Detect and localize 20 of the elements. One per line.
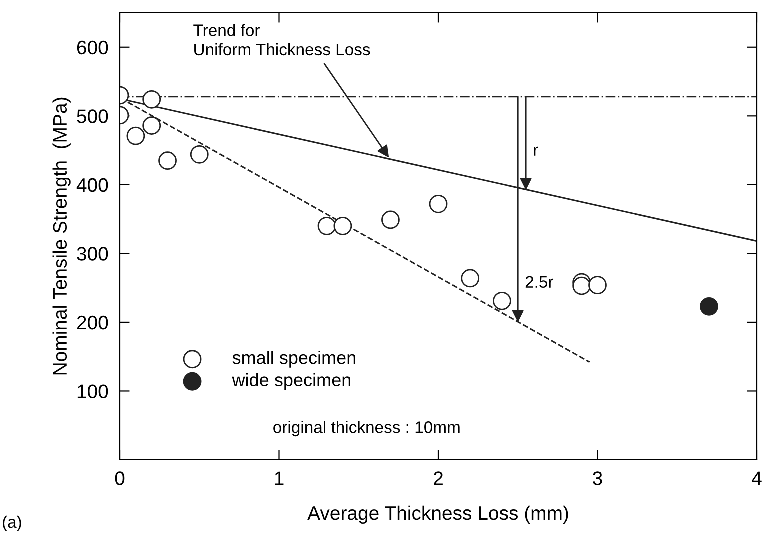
y-tick-label: 500 xyxy=(77,110,108,124)
x-tick-label: 2 xyxy=(434,472,443,486)
x-axis-title: Average Thickness Loss (mm) xyxy=(308,506,568,524)
text: (a) xyxy=(3,516,22,532)
annotation: 2.5r xyxy=(526,276,554,288)
y-tick-label: 600 xyxy=(77,40,108,55)
x-tick-label: 3 xyxy=(593,472,602,486)
y-tick-label: 200 xyxy=(77,316,108,330)
x-tick-label: 1 xyxy=(275,472,284,486)
y-tick-label: 400 xyxy=(76,178,108,192)
legend-label: small specimen xyxy=(232,351,356,368)
x-tick-label: 0 xyxy=(115,472,125,486)
annotation: Trend for Uniform Thickness Loss xyxy=(194,24,370,56)
annotation: original thickness : 10mm xyxy=(274,421,460,437)
y-tick-label: 300 xyxy=(77,247,108,261)
annotation: r xyxy=(534,146,538,156)
x-tick-label: 4 xyxy=(752,472,762,486)
legend-label: wide specimen xyxy=(232,373,350,390)
y-tick-label: 100 xyxy=(78,384,108,398)
y-axis-title: Nominal Tensile Strength (MPa) xyxy=(52,98,71,375)
